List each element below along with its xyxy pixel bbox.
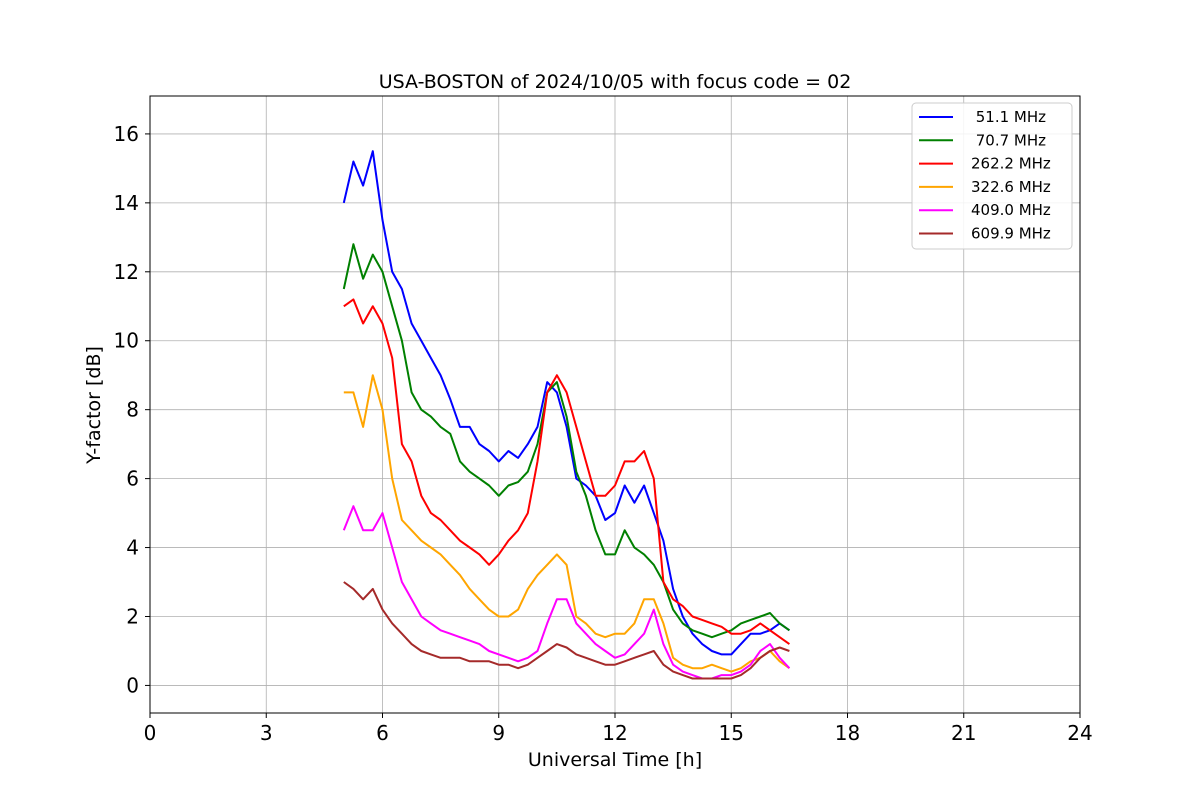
x-tick-label: 21: [951, 721, 976, 745]
legend: 51.1 MHz 70.7 MHz 262.2 MHz 322.6 MHz 409.0…: [911, 102, 1073, 250]
x-tick-label: 3: [260, 721, 273, 745]
y-tick-label: 10: [114, 329, 139, 353]
y-tick-label: 14: [114, 191, 139, 215]
legend-label: 322.6 MHz: [971, 178, 1051, 196]
y-axis-label: Y-factor [dB]: [83, 346, 105, 465]
legend-label: 609.9 MHz: [971, 225, 1051, 243]
legend-label: 51.1 MHz: [971, 108, 1046, 126]
x-tick-label: 0: [144, 721, 157, 745]
series-line-51-1-mhz: [342, 150, 790, 656]
y-tick-label: 6: [126, 467, 139, 491]
series-line-322-6-mhz: [343, 374, 790, 673]
x-tick-label: 15: [719, 721, 744, 745]
y-tick-label: 0: [126, 673, 139, 697]
x-tick-label: 6: [376, 721, 389, 745]
series-line-262-2-mhz: [343, 298, 790, 645]
y-tick-label: 8: [126, 398, 139, 422]
x-tick-label: 24: [1067, 721, 1092, 745]
x-tick-label: 9: [492, 721, 505, 745]
y-tick-label: 2: [126, 604, 139, 628]
series-layer: [342, 150, 791, 680]
legend-label: 262.2 MHz: [971, 155, 1051, 173]
series-line-609-9-mhz: [343, 581, 790, 680]
chart-title: USA-BOSTON of 2024/10/05 with focus code…: [379, 71, 852, 93]
series-line-70-7-mhz: [342, 243, 790, 639]
y-tick-label: 12: [114, 260, 139, 284]
x-axis-label: Universal Time [h]: [528, 749, 702, 771]
x-tick-label: 18: [835, 721, 860, 745]
legend-label: 409.0 MHz: [971, 201, 1051, 219]
y-tick-label: 4: [126, 536, 139, 560]
y-tick-label: 16: [114, 122, 139, 146]
series-line-409-0-mhz: [342, 505, 791, 680]
legend-label: 70.7 MHz: [971, 131, 1046, 149]
x-tick-label: 12: [602, 721, 627, 745]
